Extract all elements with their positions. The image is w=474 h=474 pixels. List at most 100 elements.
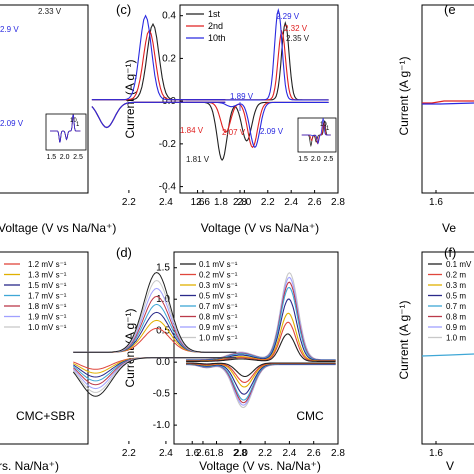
annotations-c: 2.29 V 2.32 V2.35 V 1.89 V 1.84 V 2.07 V 2.09… <box>180 12 310 164</box>
legend-f-label-7: 1.0 m <box>446 334 466 343</box>
y-tick-label-c-2: 0.0 <box>162 96 176 107</box>
x-axis-label-top-left: Voltage (V vs Na/Na⁺) <box>0 221 116 235</box>
x-tick-label-d-6: 2.8 <box>331 448 345 459</box>
x-axis-label-d: Voltage (V vs. Na/Na⁺) <box>199 459 321 473</box>
legend-f: 0.1 mV 0.2 m0.3 m 0.5 m0.7 m 0.8 m0.9 m 1.0 … <box>428 260 472 343</box>
bottom-left-legend-label-6: 1.0 mV s⁻¹ <box>28 323 67 332</box>
x-axis-label-e: Ve <box>442 221 456 235</box>
x-tick-label-d-3: 2.2 <box>258 448 272 459</box>
top-left-tick-label-0: 2.2 <box>122 197 136 208</box>
top-left-tick-label-1: 2.4 <box>159 197 173 208</box>
bottom-left-series-7-cathodic <box>72 357 237 397</box>
annotation-top-left-0: 2.33 V <box>38 7 62 16</box>
legend-d-label-3: 0.5 mV s⁻¹ <box>199 292 238 301</box>
legend-f-label-3: 0.5 m <box>446 292 466 301</box>
plot-frame-f <box>421 251 474 445</box>
top-left-inset-label-1: 1 <box>76 122 80 128</box>
curves-top-left <box>91 14 226 129</box>
bottom-left-tick-label-3: 2.8 <box>233 448 247 459</box>
legend-c-label-1: 2nd <box>208 21 223 31</box>
y-tick-label-c-1: 0.2 <box>162 53 176 64</box>
y-tick-label-d-5: -1.0 <box>153 420 171 431</box>
panel-bottom-left-partial: 2.2 2.4 2.6 2.8 1.2 mV s⁻¹ 1.3 mV s⁻¹1.5 mV … <box>0 251 247 473</box>
plot-frame-d <box>173 251 339 445</box>
panel-d: (d) Current (A g⁻¹) Voltage (V vs. Na/Na… <box>116 245 345 473</box>
plot-frame-top-left <box>0 4 89 194</box>
y-tick-label-d-4: -0.5 <box>153 389 171 400</box>
series-d-3-cathodic <box>186 363 336 395</box>
inset-c-tick-1: 2.0 <box>311 156 321 163</box>
plot-frame-e <box>421 4 474 194</box>
x-tick-label-d-2: 2.0 <box>234 448 248 459</box>
annotation-c-2: 2.35 V <box>286 34 310 43</box>
top-left-series-0-anodic <box>91 22 226 101</box>
y-axis-label-f: Current (A g⁻¹) <box>397 300 411 379</box>
panel-top-left-partial: 2.2 2.4 2.6 2.8 2.33 V 2.9 V 2.09 V 1.5 2.0 2… <box>0 4 247 235</box>
curves-bottom-left <box>72 271 237 397</box>
panel-e-partial: (e Current (A g⁻¹) 1.6 Ve <box>397 2 474 235</box>
curve-e-partial-2 <box>422 102 474 105</box>
top-left-inset-series-2 <box>50 114 81 143</box>
ticks-bottom-left: 2.2 2.4 2.6 2.8 <box>122 441 247 459</box>
panel-f-partial: (f) Current (A g⁻¹) 0.1 mV0.2 m0.3 m0.5 … <box>397 245 474 473</box>
x-tick-label-d-4: 2.4 <box>282 448 296 459</box>
top-left-series-0-cathodic <box>91 101 226 129</box>
y-tick-label-d-0: 1.5 <box>156 263 170 274</box>
panel-label-e: (e <box>444 2 456 17</box>
legend-f-label-4: 0.7 m <box>446 302 466 311</box>
legend-d-label-6: 0.9 mV s⁻¹ <box>199 323 238 332</box>
legend-c-label-2: 10th <box>208 33 226 43</box>
x-tick-label-c-1: 1.8 <box>214 197 228 208</box>
bottom-left-tick-label-0: 2.2 <box>122 448 136 459</box>
annotation-c-6: 2.09 V <box>260 127 284 136</box>
x-axis-label-bottom-left: rs. Na/Na⁺) <box>0 459 59 473</box>
top-left-tick-label-3: 2.8 <box>233 197 247 208</box>
bottom-left-legend-label-0: 1.2 mV s⁻¹ <box>28 260 67 269</box>
binder-label-cmc-sbr: CMC+SBR <box>16 409 75 423</box>
top-left-series-2-anodic <box>91 14 226 101</box>
y-tick-label-c-4: -0.4 <box>159 182 177 193</box>
y-tick-label-d-3: 0.0 <box>156 357 170 368</box>
annotation-c-3: 1.89 V <box>230 92 254 101</box>
ticks-c: 1.6 1.8 2.0 2.2 2.4 2.6 2.8 0.4 0.2 0.0 -0.2 -0.4 <box>159 11 346 208</box>
series-d-0-anodic <box>186 333 336 362</box>
curves-d <box>186 272 336 409</box>
plot-frame-bottom-left <box>0 251 89 445</box>
bottom-left-series-7-anodic <box>73 271 237 353</box>
legend-d-label-5: 0.8 mV s⁻¹ <box>199 313 238 322</box>
annotation-top-left-1: 2.9 V <box>0 25 19 34</box>
bottom-left-legend-label-1: 1.3 mV s⁻¹ <box>28 271 67 280</box>
legend-d-label-1: 0.2 mV s⁻¹ <box>199 271 238 280</box>
legend-bottom-left: 1.2 mV s⁻¹ 1.3 mV s⁻¹1.5 mV s⁻¹ 1.7 mV s⁻¹… <box>4 260 67 332</box>
x-axis-label-f: V <box>446 459 454 473</box>
top-left-series-2-cathodic <box>91 101 226 129</box>
y-tick-label-c-0: 0.4 <box>162 11 176 22</box>
x-tick-label-d-0: 1.6 <box>185 448 199 459</box>
top-left-inset-frame <box>45 113 87 151</box>
annotation-c-1: 2.32 V <box>284 24 308 33</box>
top-left-inset-tick-1: 2.0 <box>60 154 70 161</box>
bottom-left-tick-label-1: 2.4 <box>159 448 173 459</box>
y-tick-label-c-3: -0.2 <box>159 139 177 150</box>
legend-d-label-4: 0.7 mV s⁻¹ <box>199 302 238 311</box>
top-left-inset-label-0: 10 <box>70 118 77 124</box>
legend-c-label-0: 1st <box>208 9 221 19</box>
inset-top-left: 1.5 2.0 2.5 101 <box>45 113 87 161</box>
top-left-tick-label-2: 2.6 <box>196 197 210 208</box>
y-tick-label-d-1: 1.0 <box>156 294 170 305</box>
legend-f-label-0: 0.1 mV <box>446 260 472 269</box>
inset-c-tick-2: 2.5 <box>324 156 334 163</box>
bottom-left-legend-label-3: 1.7 mV s⁻¹ <box>28 292 67 301</box>
legend-d-label-7: 1.0 mV s⁻¹ <box>199 334 238 343</box>
inset-c-label-1: 1 <box>326 126 330 132</box>
annotation-c-7: 1.81 V <box>186 155 210 164</box>
annotation-top-left-2: 2.09 V <box>0 119 24 128</box>
bottom-left-legend-label-5: 1.9 mV s⁻¹ <box>28 313 67 322</box>
ticks-top-left: 2.2 2.4 2.6 2.8 <box>122 190 247 208</box>
legend-d-label-0: 0.1 mV s⁻¹ <box>199 260 238 269</box>
annotation-c-5: 2.07 V <box>222 128 246 137</box>
top-left-series-1-cathodic <box>91 101 226 129</box>
annotation-c-0: 2.29 V <box>276 12 300 21</box>
y-axis-label-e: Current (A g⁻¹) <box>397 56 411 135</box>
